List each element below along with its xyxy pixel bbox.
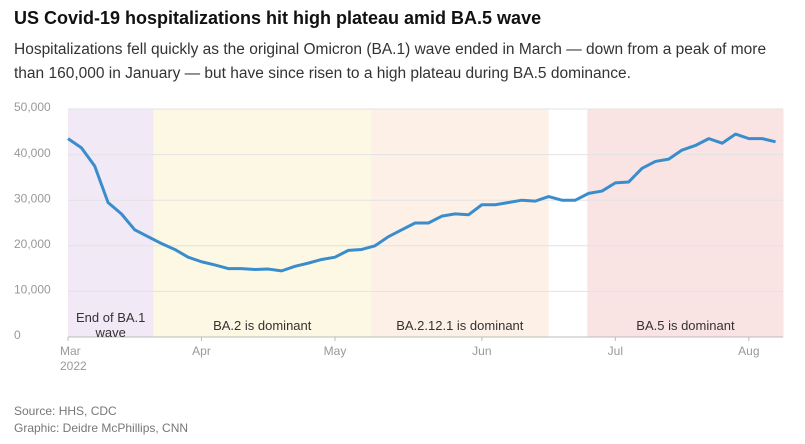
source: Source: HHS, CDC	[14, 404, 117, 418]
y-tick-label: 40,000	[14, 146, 51, 160]
y-tick-label: 30,000	[14, 191, 51, 205]
x-tick-label: Apr	[192, 344, 211, 358]
band-label: BA.2 is dominant	[213, 317, 312, 333]
band-label: BA.2.12.1 is dominant	[396, 317, 524, 333]
x-tick-label: Jun	[472, 344, 491, 358]
x-tick-label: Jul	[608, 344, 623, 358]
period-band	[153, 109, 372, 337]
y-tick-label: 10,000	[14, 283, 51, 297]
credit: Graphic: Deidre McPhillips, CNN	[14, 421, 189, 435]
period-band	[371, 109, 549, 337]
x-tick-label: Aug	[738, 344, 759, 358]
y-tick-label: 0	[14, 328, 21, 342]
chart-subtitle: Hospitalizations fell quickly as the ori…	[14, 41, 767, 82]
x-tick-label: Mar	[60, 344, 81, 358]
x-year-label: 2022	[60, 359, 87, 373]
band-label: BA.5 is dominant	[636, 317, 735, 333]
data-line	[67, 132, 776, 273]
period-band	[587, 109, 784, 337]
band-label: End of BA.1 wave	[76, 310, 146, 340]
period-band	[68, 109, 154, 337]
y-tick-label: 50,000	[14, 100, 51, 114]
chart-title: US Covid-19 hospitalizations hit high pl…	[14, 8, 542, 28]
x-tick-label: May	[324, 344, 347, 358]
y-tick-label: 20,000	[14, 237, 51, 251]
